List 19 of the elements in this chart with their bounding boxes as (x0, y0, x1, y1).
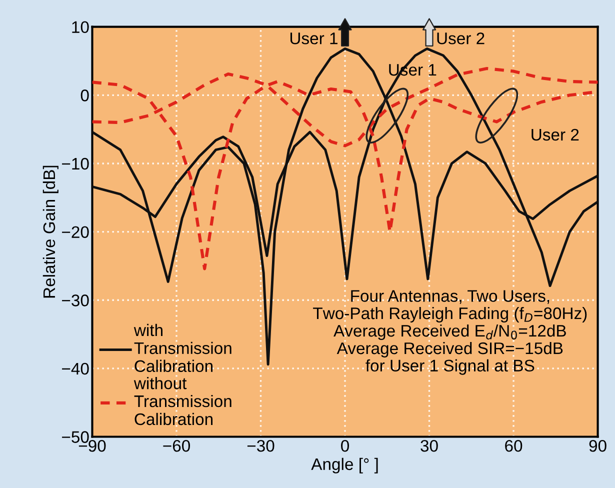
x-tick-label: 0 (341, 440, 349, 452)
x-axis-title: Angle [° ] (311, 458, 378, 474)
y-tick-label: −20 (62, 226, 89, 238)
annotation: User 2 (532, 128, 579, 141)
y-axis-title: Relative Gain [dB] (42, 166, 58, 298)
text: Four Antennas, Two Users, Two-Path Rayleigh Fading (f$_{D}$=80Hz) Average Received E$_{d}$/N$_{0}$=12dB Average Received SIR=−15dB for User 1 Signal at BS (313, 290, 587, 375)
x-tick-label: −60 (163, 440, 190, 452)
annotation: User 2 (437, 32, 484, 44)
annotation: User 1 (290, 32, 338, 44)
x-tick-label: 60 (505, 440, 522, 452)
x-tick-label: 30 (420, 440, 438, 452)
x-tick-label: −30 (247, 440, 274, 452)
y-tick-label: −30 (62, 294, 89, 306)
x-tick-label: 90 (589, 440, 606, 452)
y-tick-label: 10 (72, 21, 89, 34)
y-tick-label: −10 (62, 158, 89, 170)
y-tick-label: −40 (62, 362, 89, 375)
legend-label: without Transmission Calibration (134, 376, 232, 426)
y-tick-label: 0 (80, 90, 89, 102)
